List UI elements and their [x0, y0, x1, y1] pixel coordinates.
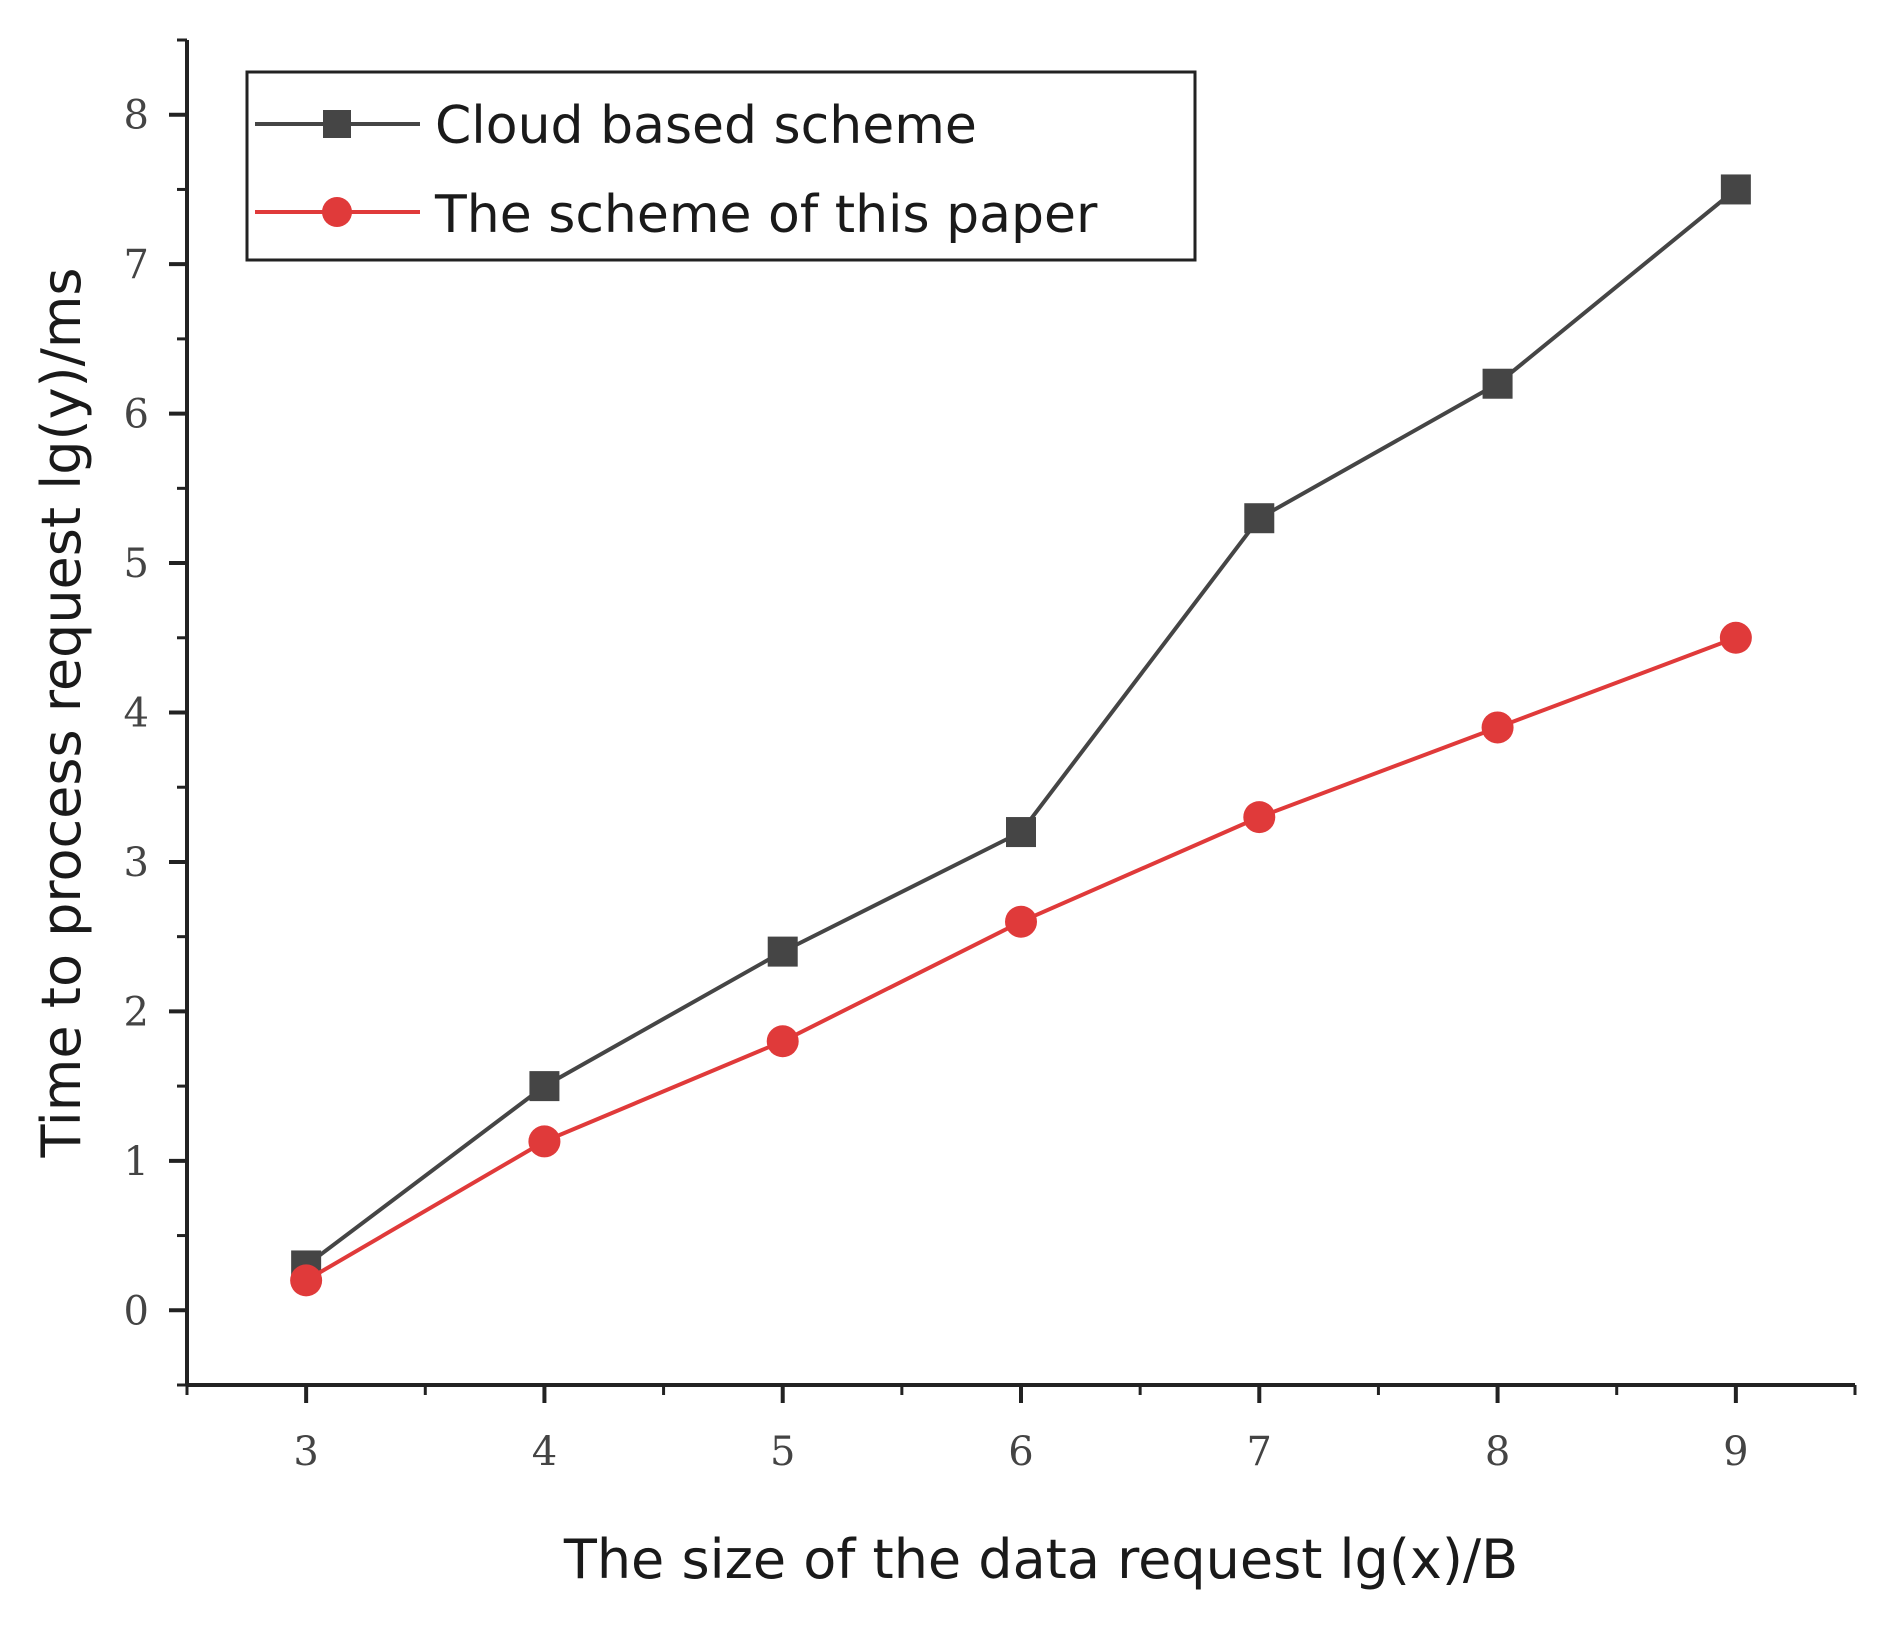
x-tick-label: 9 [1723, 1429, 1748, 1475]
x-tick-label: 8 [1485, 1429, 1510, 1475]
x-tick-label: 4 [532, 1429, 557, 1475]
y-tick-label: 5 [124, 541, 149, 587]
legend-label-cloud: Cloud based scheme [435, 96, 977, 156]
y-tick-label: 8 [124, 93, 149, 139]
data-point [528, 1125, 561, 1158]
data-point [290, 1264, 323, 1297]
data-point [1006, 817, 1036, 848]
legend-label-paper: The scheme of this paper [434, 185, 1098, 245]
legend-marker-paper [322, 197, 352, 227]
data-point [1005, 905, 1037, 938]
y-tick-label: 4 [124, 691, 149, 737]
y-axis-title: Time to process request lg(y)/ms [30, 267, 93, 1158]
data-point [767, 936, 798, 967]
y-tick-label: 3 [124, 840, 149, 886]
y-tick-label: 0 [124, 1288, 149, 1334]
x-ticks: 3 4 5 6 7 8 9 [185, 1385, 1857, 1475]
data-point [766, 1025, 799, 1058]
x-tick-label: 3 [293, 1429, 318, 1475]
x-axis-title: The size of the data request lg(x)/B [563, 1528, 1518, 1591]
data-point [1244, 503, 1275, 534]
legend-box [245, 70, 1197, 262]
data-point [529, 1071, 560, 1102]
series-cloud [291, 174, 1751, 1281]
x-tick-label: 5 [770, 1429, 795, 1475]
data-point [1481, 711, 1514, 744]
series-layer [290, 174, 1752, 1297]
y-tick-label: 6 [124, 392, 149, 438]
x-tick-label: 7 [1247, 1429, 1272, 1475]
y-tick-label: 1 [124, 1139, 149, 1185]
y-ticks: 0 1 2 3 4 5 6 7 8 [124, 38, 187, 1387]
data-point [1720, 174, 1751, 205]
y-tick-label: 7 [124, 242, 149, 288]
data-point [1719, 621, 1752, 654]
x-tick-label: 6 [1008, 1429, 1033, 1475]
data-point [1243, 801, 1276, 834]
legend: Cloud based scheme The scheme of this pa… [245, 70, 1197, 262]
legend-marker-cloud [323, 110, 351, 138]
series-paper [290, 621, 1752, 1297]
data-point [1482, 368, 1513, 399]
y-tick-label: 2 [124, 989, 149, 1035]
